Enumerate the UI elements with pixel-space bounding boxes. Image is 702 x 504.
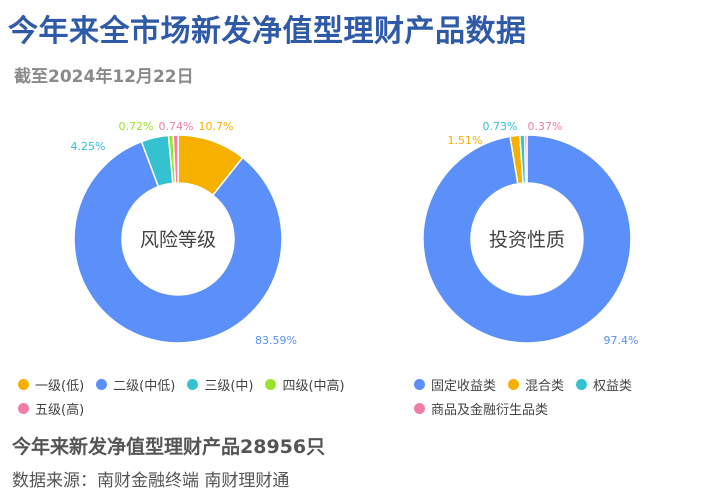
slice-label-0-4: 0.74%	[159, 120, 194, 133]
donut-center-label-0: 风险等级	[140, 229, 216, 251]
data-source-note: 数据来源：南财金融终端 南财理财通	[12, 471, 290, 491]
legend-swatch	[18, 402, 29, 414]
donut-charts: 10.7% 83.59% 4.25% 0.72% 0.74% 风险等级 97.4% 1.51%…	[71, 120, 639, 347]
slice-label-0-3: 0.72%	[119, 120, 154, 133]
legend-item-五级高[interactable]: 五级(高)	[18, 399, 84, 418]
slice-1-3	[523, 134, 528, 184]
chart-title: 今年来全市场新发净值型理财产品数据	[8, 14, 527, 49]
legend-label: 四级(中高)	[282, 378, 345, 394]
slice-label-1-2: 0.73%	[483, 120, 518, 133]
legend-item-商品及金融衍生品类[interactable]: 商品及金融衍生品类	[414, 399, 548, 418]
slice-label-1-3: 0.37%	[528, 120, 563, 133]
legend-swatch	[576, 378, 588, 390]
slice-0-4	[172, 134, 179, 184]
legend-label: 二级(中低)	[113, 378, 176, 394]
legend-label: 权益类	[593, 378, 633, 394]
total-products-note: 今年来新发净值型理财产品28956只	[12, 436, 326, 458]
legend-item-四级中高[interactable]: 四级(中高)	[265, 375, 345, 394]
legend-swatch	[414, 402, 425, 414]
legend-risk-level: 一级(低) 二级(中低) 三级(中) 四级(中高) 五级(高)	[18, 372, 357, 420]
slice-label-1-0: 97.4%	[604, 334, 639, 347]
legend-item-三级中[interactable]: 三级(中)	[187, 375, 253, 394]
legend-swatch	[187, 378, 199, 390]
slice-1-0	[422, 134, 632, 344]
slice-label-0-0: 10.7%	[199, 120, 234, 133]
legend-row: 五级(高)	[18, 396, 357, 420]
donut-center-label-1: 投资性质	[489, 229, 565, 251]
legend-item-混合类[interactable]: 混合类	[508, 375, 564, 394]
legend-swatch	[508, 378, 520, 390]
legend-row: 一级(低) 二级(中低) 三级(中) 四级(中高)	[18, 372, 357, 396]
legend-label: 商品及金融衍生品类	[431, 402, 549, 418]
legend-label: 固定收益类	[431, 378, 497, 394]
legend-item-固定收益类[interactable]: 固定收益类	[414, 375, 496, 394]
legend-item-二级中低[interactable]: 二级(中低)	[96, 375, 175, 394]
slice-label-1-1: 1.51%	[448, 134, 483, 147]
legend-row: 商品及金融衍生品类	[414, 396, 644, 420]
legend-label: 混合类	[525, 378, 565, 394]
slice-label-0-1: 83.59%	[255, 334, 297, 347]
legend-row: 固定收益类 混合类 权益类	[414, 372, 644, 396]
legend-investment-nature: 固定收益类 混合类 权益类商品及金融衍生品类	[414, 372, 644, 420]
legend-swatch	[96, 378, 108, 390]
legend-label: 三级(中)	[204, 378, 254, 394]
legend-label: 五级(高)	[35, 402, 85, 418]
legend-label: 一级(低)	[35, 378, 85, 394]
chart-subtitle: 截至2024年12月22日	[14, 67, 194, 87]
legend-item-权益类[interactable]: 权益类	[576, 375, 632, 394]
slice-0-1	[73, 140, 283, 344]
legend-swatch	[265, 378, 277, 390]
legend-swatch	[18, 378, 29, 390]
legend-item-一级低[interactable]: 一级(低)	[18, 375, 84, 394]
legend-swatch	[414, 378, 425, 390]
slice-label-0-2: 4.25%	[71, 140, 106, 153]
